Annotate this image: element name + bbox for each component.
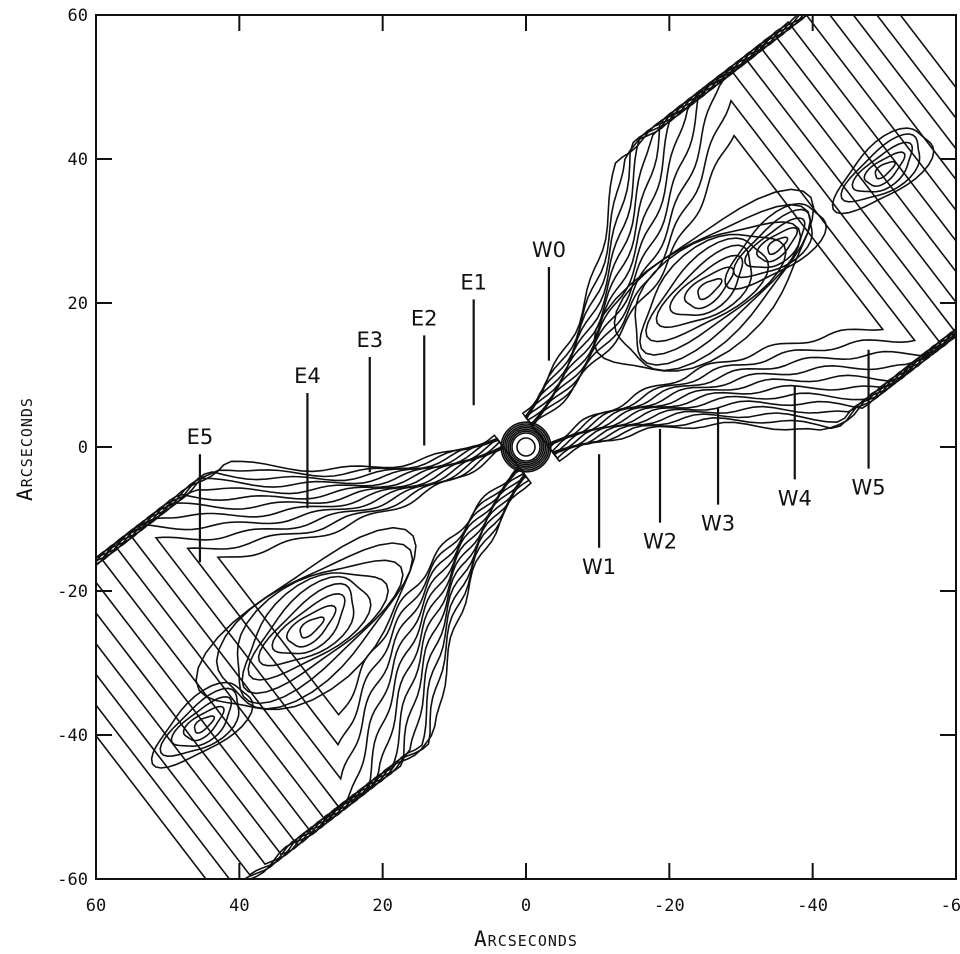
contour-peak-west <box>639 233 787 356</box>
x-tick-label: 0 <box>521 896 531 916</box>
contour-east <box>114 444 525 824</box>
core-center <box>516 437 536 457</box>
contour-peak-west <box>697 278 723 301</box>
knot-label-w4: W4 <box>778 486 812 510</box>
contour-peak-west <box>755 226 799 263</box>
contour-peak-west <box>645 237 770 343</box>
contour-east <box>96 437 527 847</box>
contour-east <box>154 446 520 781</box>
contour-west <box>524 20 956 455</box>
contour-peak-west <box>851 141 914 193</box>
contour-west <box>526 32 956 455</box>
core-contour <box>505 426 547 468</box>
contour-peak-west <box>634 221 802 366</box>
jet-contours <box>96 15 956 879</box>
contour-peak-east <box>193 715 216 734</box>
contour-peak-west <box>831 127 935 215</box>
knot-label-e1: E1 <box>460 270 487 294</box>
contour-peak-east <box>150 681 254 769</box>
contour-peak-west <box>840 133 921 203</box>
contour-west <box>524 15 956 454</box>
contour-east <box>96 437 531 879</box>
core-contour <box>500 421 552 473</box>
contour-peak-west <box>593 188 815 372</box>
contour-peak-east <box>271 592 346 655</box>
contour-west <box>525 15 956 456</box>
contour-peak-east <box>285 604 337 648</box>
contour-peak-east <box>195 526 417 711</box>
contour-peak-east <box>215 542 414 710</box>
contour-peak-west <box>863 151 906 188</box>
y-tick-label: 20 <box>68 294 88 314</box>
knot-label-e4: E4 <box>294 364 321 388</box>
contour-peak-west <box>743 217 806 269</box>
contour-west <box>530 98 917 446</box>
knot-label-w1: W1 <box>582 555 616 579</box>
contour-east <box>96 434 533 879</box>
contour-east <box>128 446 523 810</box>
axes: 60 40 20 0 -20 -40 -60 60 40 20 0 -20 -40 -60 <box>57 6 960 916</box>
contour-west <box>531 70 942 447</box>
y-tick-label: -60 <box>57 870 88 890</box>
core-contour <box>503 424 548 469</box>
core-contour <box>509 430 543 464</box>
y-tick-label: 0 <box>78 438 88 458</box>
contour-east <box>96 438 526 866</box>
contour-west <box>529 44 956 453</box>
x-tick-label: 40 <box>229 896 249 916</box>
core-contour <box>507 428 545 466</box>
contour-west <box>524 15 956 460</box>
x-tick-label: 20 <box>372 896 392 916</box>
contour-west <box>531 57 956 450</box>
contour-peak-east <box>170 695 233 748</box>
x-tick-label: -60 <box>941 896 960 916</box>
core-contour <box>502 423 550 471</box>
contour-peak-west <box>655 244 753 329</box>
core-contour <box>511 432 541 462</box>
contour-east <box>96 437 526 856</box>
contour-peak-west <box>724 202 828 291</box>
contour-peak-west <box>613 203 812 372</box>
knot-label-w0: W0 <box>532 238 566 262</box>
contour-peak-east <box>182 705 225 742</box>
x-axis-title: Arcseconds <box>474 927 578 951</box>
knot-label-w3: W3 <box>701 512 735 536</box>
contour-peak-east <box>247 575 372 681</box>
y-axis-title: Arcseconds <box>13 397 37 501</box>
contour-east <box>100 440 527 836</box>
knot-label-e2: E2 <box>411 306 438 330</box>
knot-label-w5: W5 <box>852 476 886 500</box>
knot-label-e3: E3 <box>356 328 383 352</box>
contour-peak-east <box>257 582 355 667</box>
x-tick-label: -20 <box>654 896 685 916</box>
contour-west <box>525 15 956 454</box>
contour-peak-west <box>683 266 735 310</box>
knot-label-e5: E5 <box>187 425 214 449</box>
contour-peak-west <box>732 208 813 279</box>
contour-peak-west <box>874 160 896 180</box>
y-tick-label: -40 <box>57 726 88 746</box>
contour-east <box>186 445 520 747</box>
knot-label-w2: W2 <box>643 530 677 554</box>
contour-west <box>530 134 885 447</box>
y-tick-label: 60 <box>68 6 88 26</box>
contour-peak-east <box>159 687 240 758</box>
contour-east <box>216 445 520 716</box>
contour-peak-east <box>236 559 404 705</box>
y-tick-label: -20 <box>57 582 88 602</box>
contour-peak-east <box>299 616 325 639</box>
contour-peak-east <box>241 572 390 695</box>
contour-peak-west <box>767 236 789 256</box>
x-tick-label: 60 <box>86 896 106 916</box>
contour-west <box>521 15 956 463</box>
y-tick-label: 40 <box>68 150 88 170</box>
knot-markers: E5 E4 E3 E2 E1 W0 W1 W2 W3 W4 W5 <box>187 238 886 579</box>
contour-east <box>96 439 528 876</box>
x-tick-label: -40 <box>797 896 828 916</box>
